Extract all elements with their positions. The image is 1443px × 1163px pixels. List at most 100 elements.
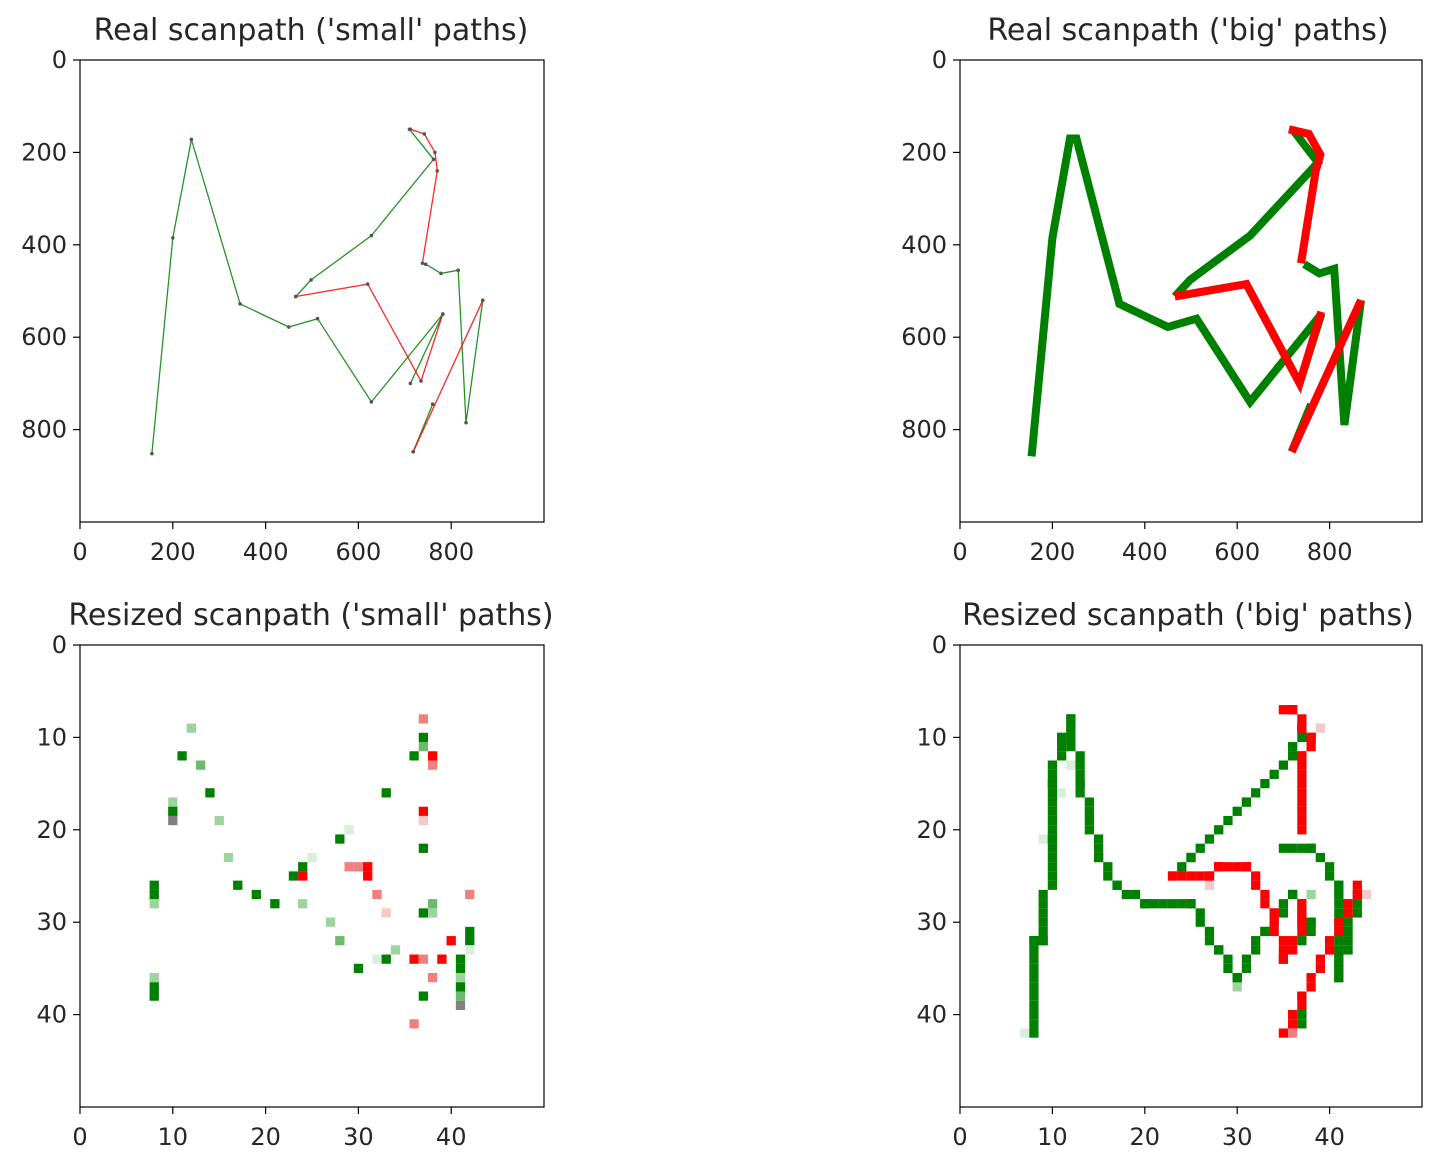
y-tick-label: 0	[932, 631, 947, 659]
pixel-cell	[1186, 852, 1196, 863]
pixel-cell	[186, 723, 196, 733]
pixel-cell	[455, 982, 466, 992]
pixel-cell	[1251, 880, 1261, 890]
pixel-cell	[196, 760, 206, 770]
pixel-cell	[1297, 788, 1307, 798]
chart-title: Real scanpath ('big' paths)	[987, 13, 1388, 48]
pixel-cell	[1324, 945, 1335, 955]
pixel-cell	[1057, 732, 1067, 743]
pixel-cell	[1204, 926, 1215, 937]
pixel-cell	[149, 889, 159, 900]
pixel-cell	[418, 954, 428, 964]
pixel-cell	[1361, 889, 1372, 900]
pixel-cell	[1232, 973, 1242, 983]
pixel-cell	[149, 982, 159, 992]
pixel-cell	[418, 815, 428, 826]
pixel-cell	[1352, 889, 1362, 900]
pixel-cell	[1112, 880, 1122, 890]
pixel-cell	[298, 899, 308, 909]
pixel-cell	[298, 871, 308, 881]
pixel-cell	[437, 954, 447, 964]
real-scanpath-small-panel: Real scanpath ('small' paths) 0 200 400 600 8…	[21, 13, 545, 566]
plot-content	[1020, 705, 1372, 1038]
pixel-cell	[1029, 1009, 1039, 1020]
pixel-cell	[307, 852, 317, 863]
pixel-cell	[1315, 954, 1325, 964]
pixel-cell	[1288, 742, 1298, 752]
pixel-cell	[149, 973, 159, 983]
pixel-cell	[344, 825, 354, 835]
pixel-cell	[1186, 899, 1196, 909]
pixel-cell	[1047, 769, 1058, 779]
fixation-point	[422, 132, 427, 136]
x-tick-label: 10	[158, 1123, 189, 1151]
pixel-cell	[1047, 843, 1058, 853]
pixel-cell	[1352, 908, 1362, 918]
pixel-cell	[1297, 917, 1307, 927]
pixel-cell	[1038, 899, 1048, 909]
pixel-cell	[1029, 973, 1039, 983]
fixation-point	[480, 298, 485, 303]
pixel-cell	[1130, 889, 1141, 900]
pixel-cell	[1352, 899, 1362, 909]
pixel-cell	[455, 1000, 466, 1010]
pixel-cell	[1334, 908, 1344, 918]
pixel-cell	[1038, 834, 1048, 844]
pixel-cell	[168, 815, 178, 826]
fixation-point	[293, 294, 298, 299]
pixel-cell	[1334, 963, 1344, 974]
pixel-cell	[1066, 732, 1076, 743]
pixel-cell	[1038, 936, 1048, 946]
pixel-cell	[1204, 834, 1215, 844]
chart-title: Resized scanpath ('small' paths)	[68, 598, 553, 633]
pixel-cell	[335, 834, 345, 844]
pixel-cell	[1223, 954, 1233, 964]
pixel-cell	[353, 862, 364, 872]
fixation-point	[464, 420, 468, 425]
pixel-cell	[1241, 954, 1252, 964]
pixel-cell	[1232, 982, 1242, 992]
pixel-cell	[1297, 778, 1307, 789]
pixel-cell	[465, 936, 475, 946]
pixel-cell	[390, 945, 401, 955]
pixel-cell	[1140, 899, 1150, 909]
pixel-cell	[1288, 843, 1298, 853]
pixel-cell	[455, 963, 466, 974]
pixel-cell	[1315, 723, 1325, 733]
fixation-point	[433, 150, 437, 155]
pixel-cell	[1047, 834, 1058, 844]
pixel-cell	[409, 954, 419, 964]
axes-frame	[959, 59, 1423, 523]
pixel-cell	[1343, 908, 1353, 918]
fixation-point	[456, 268, 460, 273]
pixel-cell	[205, 788, 215, 798]
pixel-cell	[1103, 871, 1113, 881]
pixel-cell	[1047, 778, 1058, 789]
pixel-cell	[1103, 862, 1113, 872]
scanpath-line-6	[412, 299, 484, 453]
fixation-point	[171, 236, 175, 240]
pixel-cell	[1047, 862, 1058, 872]
y-tick-label: 800	[21, 416, 67, 444]
pixel-cell	[1324, 936, 1335, 946]
fixation-point	[408, 127, 413, 132]
pixel-cell	[1297, 806, 1307, 816]
resized-scanpath-small-panel: Resized scanpath ('small' paths)0 10 20 30 4…	[36, 598, 553, 1151]
pixel-cell	[1297, 769, 1307, 779]
pixel-cell	[1158, 899, 1168, 909]
pixel-cell	[1214, 945, 1224, 955]
fixation-point	[238, 302, 242, 306]
pixel-cell	[1306, 889, 1316, 900]
pixel-cell	[1075, 778, 1085, 789]
pixel-cell	[1288, 1009, 1298, 1020]
fixation-point	[435, 169, 440, 173]
pixel-cell	[455, 991, 466, 1001]
pixel-cell	[465, 926, 475, 937]
pixel-cell	[1057, 751, 1067, 761]
pixel-cell	[1297, 1019, 1307, 1029]
pixel-cell	[1093, 852, 1104, 863]
pixel-cell	[1278, 1028, 1289, 1038]
pixel-cell	[1075, 769, 1085, 779]
pixel-cell	[1029, 1019, 1039, 1029]
pixel-cell	[1343, 917, 1353, 927]
